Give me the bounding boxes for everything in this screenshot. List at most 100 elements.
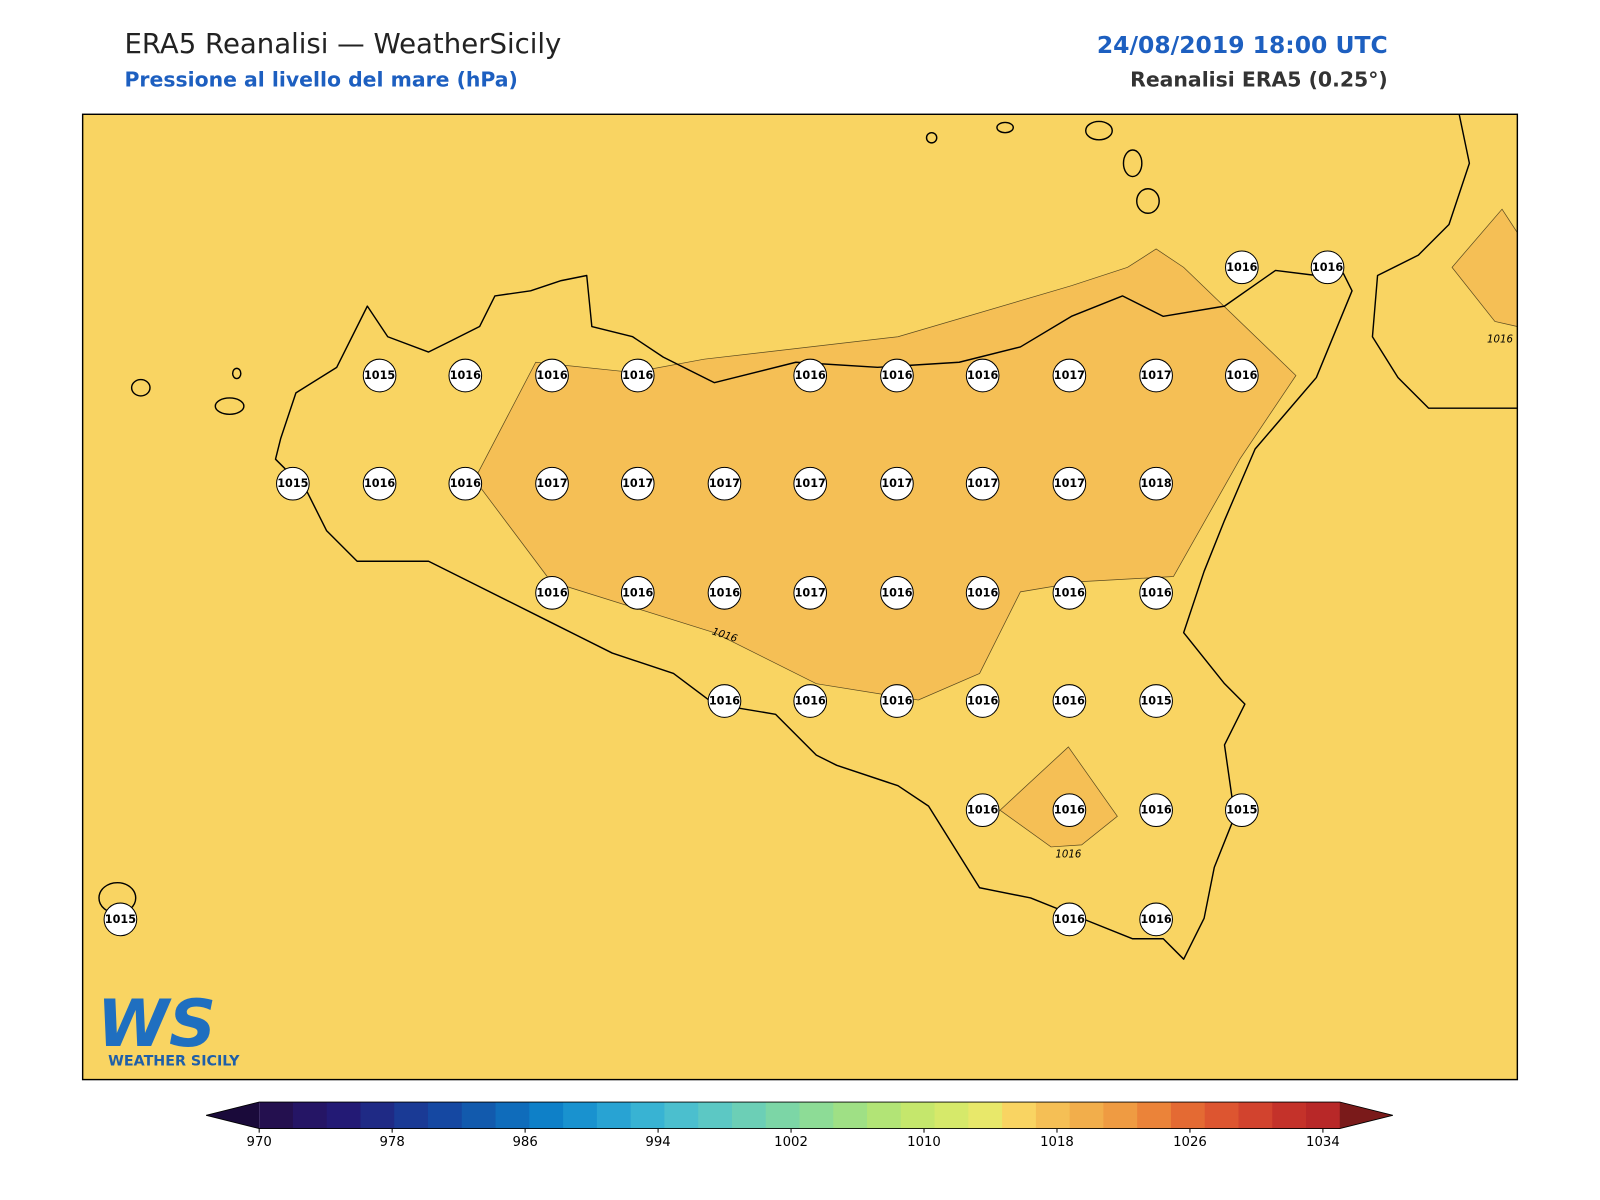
- colorbar-swatch: [596, 1102, 632, 1129]
- station-value: 1016: [1141, 804, 1172, 817]
- station-value: 1016: [450, 369, 481, 382]
- station-circle: [448, 466, 483, 501]
- station-circle: [1139, 358, 1173, 393]
- station-value: 1016: [1054, 804, 1085, 817]
- station: 1016: [1052, 902, 1087, 937]
- coastline: [274, 259, 1353, 960]
- station-circle: [1310, 250, 1345, 285]
- station-value: 1017: [622, 477, 653, 490]
- colorbar-tick-label: 994: [645, 1135, 670, 1150]
- station-circle: [535, 576, 569, 610]
- colorbar-swatch: [1103, 1102, 1138, 1129]
- station: 1017: [965, 466, 1000, 501]
- contour-label: 1016: [1055, 850, 1081, 861]
- station-value: 1015: [1141, 695, 1172, 708]
- station: 1016: [1052, 793, 1087, 828]
- station-value: 1016: [1141, 586, 1172, 599]
- station-value: 1016: [1226, 369, 1257, 382]
- colorbar-swatch: [1069, 1102, 1104, 1129]
- colorbar-swatch: [1002, 1102, 1037, 1129]
- station: 1017: [1052, 358, 1087, 393]
- colorbar-swatch: [1035, 1102, 1071, 1129]
- colorbar-swatch: [259, 1102, 294, 1129]
- colorbar-tick-label: 970: [247, 1135, 272, 1150]
- colorbar-swatch: [867, 1102, 902, 1129]
- station-circle: [793, 576, 828, 610]
- station-circle: [620, 576, 655, 610]
- station-value: 1016: [709, 586, 740, 599]
- station-value: 1017: [536, 477, 567, 490]
- station-circle: [793, 466, 828, 501]
- colorbar-swatch: [1170, 1102, 1206, 1129]
- station-value: 1017: [709, 477, 740, 490]
- colorbar-tick-label: 1034: [1306, 1135, 1340, 1150]
- station: 1015: [1139, 684, 1173, 718]
- contour-label: 1016: [1487, 334, 1513, 345]
- station: 1016: [1052, 576, 1087, 610]
- station-circle: [965, 576, 1000, 610]
- station: 1017: [793, 576, 828, 610]
- coastline: [1371, 114, 1518, 409]
- station-circle: [1139, 902, 1173, 937]
- station-value: 1015: [105, 913, 136, 926]
- station-value: 1016: [1226, 261, 1257, 274]
- station-value: 1016: [450, 477, 481, 490]
- colorbar-swatch: [495, 1102, 530, 1129]
- station: 1015: [276, 466, 310, 501]
- station-circle: [1225, 793, 1259, 828]
- station: 1018: [1139, 466, 1173, 501]
- colorbar-tick-label: 1026: [1173, 1135, 1207, 1150]
- station: 1016: [1052, 684, 1087, 718]
- station-value: 1016: [967, 695, 998, 708]
- colorbar-swatch: [765, 1102, 800, 1129]
- station-value: 1017: [1054, 477, 1085, 490]
- station: 1016: [965, 684, 1000, 718]
- station: 1016: [448, 358, 483, 393]
- station: 1016: [880, 684, 914, 718]
- subtitle: Pressione al livello del mare (hPa): [124, 68, 517, 92]
- colorbar-swatch: [461, 1102, 497, 1129]
- station: 1017: [793, 466, 828, 501]
- station: 1016: [535, 576, 569, 610]
- station: 1016: [793, 684, 828, 718]
- station-value: 1016: [1054, 695, 1085, 708]
- station-circle: [620, 466, 655, 501]
- station-value: 1016: [536, 586, 567, 599]
- station-value: 1017: [1054, 369, 1085, 382]
- station: 1016: [1139, 576, 1173, 610]
- station-circle: [1139, 684, 1173, 718]
- colorbar-tick-label: 1010: [907, 1135, 941, 1150]
- station-circle: [793, 684, 828, 718]
- colorbar-swatch: [1306, 1102, 1341, 1129]
- station: 1016: [1139, 793, 1173, 828]
- station: 1015: [103, 902, 138, 937]
- colorbar-swatch: [968, 1102, 1003, 1129]
- station-value: 1016: [795, 369, 826, 382]
- colorbar-swatch: [292, 1102, 328, 1129]
- station-circle: [1139, 793, 1173, 828]
- station: 1017: [707, 466, 742, 501]
- station: 1016: [880, 576, 914, 610]
- colorbar-swatch: [630, 1102, 665, 1129]
- station-value: 1017: [795, 477, 826, 490]
- station-circle: [707, 466, 742, 501]
- station: 1016: [965, 793, 1000, 828]
- station-circle: [880, 466, 914, 501]
- colorbar-swatch: [934, 1102, 969, 1129]
- station-circle: [1225, 250, 1259, 285]
- station-value: 1015: [277, 477, 308, 490]
- colorbar-swatch: [664, 1102, 699, 1129]
- station-circle: [1052, 902, 1087, 937]
- station-value: 1016: [1312, 261, 1343, 274]
- station-circle: [1052, 576, 1087, 610]
- date: 24/08/2019 18:00 UTC: [1097, 31, 1388, 59]
- contour-area: [999, 746, 1118, 848]
- station: 1016: [965, 576, 1000, 610]
- station: 1016: [1225, 250, 1259, 285]
- colorbar-swatch: [1272, 1102, 1307, 1129]
- station: 1017: [1052, 466, 1087, 501]
- station: 1016: [793, 358, 828, 393]
- colorbar-swatch: [900, 1102, 936, 1129]
- logo-mark: WS: [97, 986, 216, 1062]
